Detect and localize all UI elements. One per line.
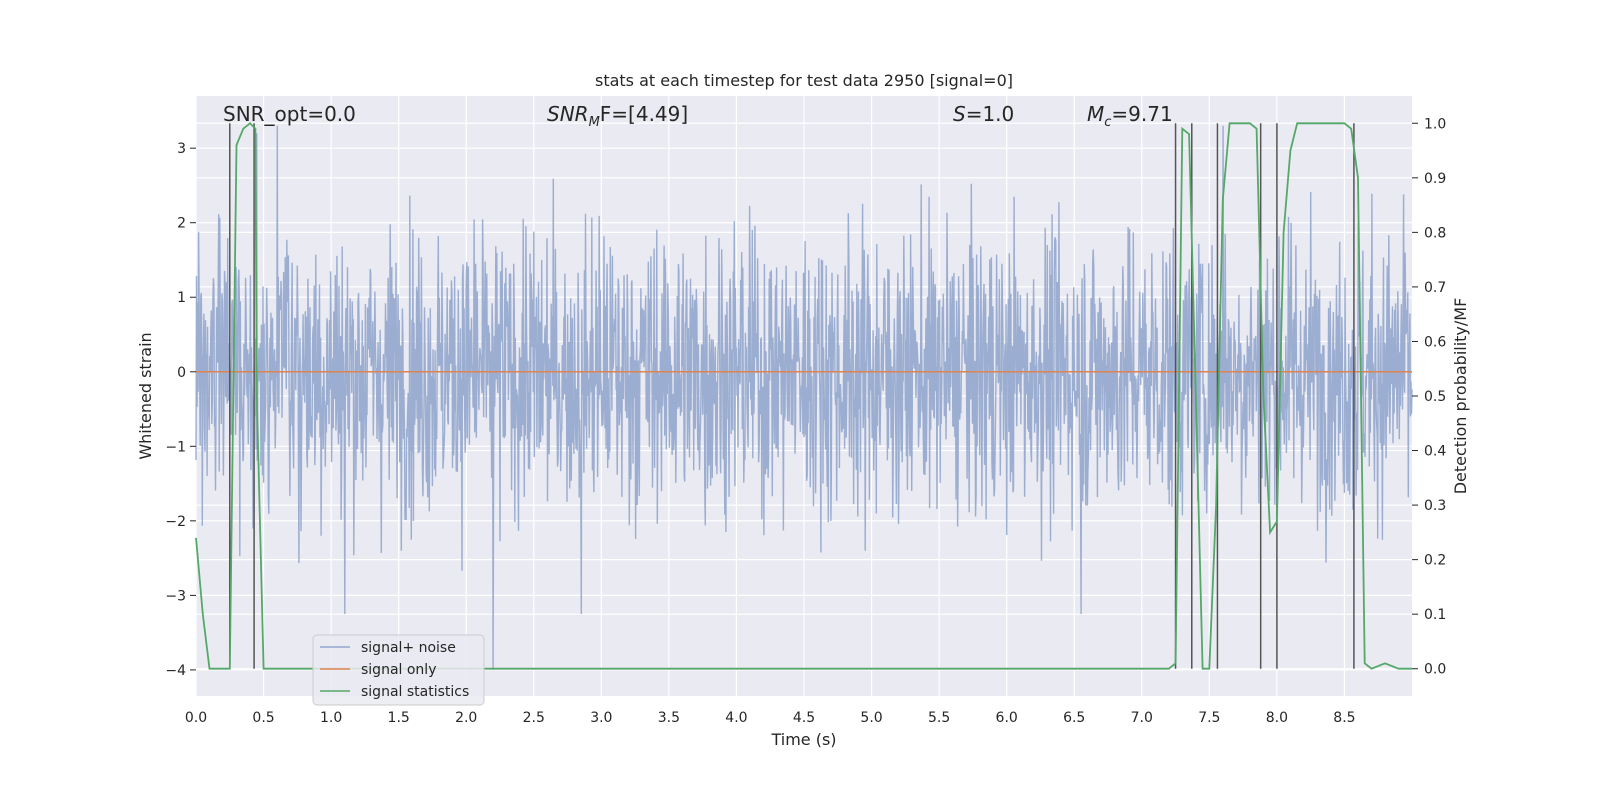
y2-tick-label: 0.1 <box>1424 607 1446 623</box>
snr-mf-main: SNR <box>547 102 589 126</box>
s-main: S <box>953 102 966 126</box>
x-tick-label: 4.5 <box>793 710 815 726</box>
x-tick-label: 4.0 <box>725 710 747 726</box>
snr-opt-annotation: SNR_opt=0.0 <box>223 102 356 126</box>
s-rest: =1.0 <box>966 102 1015 126</box>
x-tick-label: 8.0 <box>1266 710 1288 726</box>
x-axis-ticks: 0.0 0.5 1.0 1.5 2.0 2.5 3.0 3.5 4.0 4.5 5.0 5.5 6.0 6… <box>185 710 1356 726</box>
mc-main: M <box>1087 102 1104 126</box>
y-axis-label: Whitened strain <box>136 332 155 459</box>
x-tick-label: 8.5 <box>1333 710 1355 726</box>
x-axis-label: Time (s) <box>770 730 836 749</box>
legend-label-signal-noise: signal+ noise <box>361 640 456 656</box>
signal-noise-line <box>195 125 1413 670</box>
x-tick-label: 1.0 <box>320 710 342 726</box>
x-tick-label: 0.0 <box>185 710 207 726</box>
y-tick-label: −3 <box>165 588 186 604</box>
y2-axis-ticks: 1.0 0.9 0.8 0.7 0.6 0.5 0.4 0.3 0.2 0.1 0.0 <box>1412 116 1446 678</box>
y2-tick-label: 0.9 <box>1424 171 1446 187</box>
mc-sub: c <box>1104 115 1111 130</box>
mc-annotation: Mc=9.71 <box>1087 102 1173 130</box>
y2-tick-label: 0.8 <box>1424 225 1446 241</box>
snr-mf-sub: M <box>589 115 600 130</box>
s-annotation: S=1.0 <box>953 102 1014 126</box>
y2-tick-label: 0.6 <box>1424 334 1446 350</box>
y2-tick-label: 1.0 <box>1424 116 1446 132</box>
x-tick-label: 5.5 <box>928 710 950 726</box>
y2-tick-label: 0.5 <box>1424 389 1446 405</box>
y2-tick-label: 0.7 <box>1424 280 1446 296</box>
signal-statistics-series <box>195 122 1412 670</box>
snr-mf-rest: F=[4.49] <box>600 102 688 126</box>
y-axis-ticks: 3 2 1 0 −1 −2 −3 −4 <box>165 141 196 679</box>
x-tick-label: 2.0 <box>455 710 477 726</box>
x-tick-label: 1.5 <box>388 710 410 726</box>
y-tick-label: −1 <box>165 439 186 455</box>
y2-axis-label: Detection probability/MF <box>1451 298 1470 495</box>
y2-tick-label: 0.3 <box>1424 498 1446 514</box>
y2-tick-label: 0.4 <box>1424 444 1446 460</box>
y-tick-label: −2 <box>165 514 186 530</box>
legend-box <box>312 634 485 706</box>
y-tick-label: −4 <box>165 663 186 679</box>
chart-title: stats at each timestep for test data 295… <box>595 71 1013 90</box>
x-tick-label: 6.5 <box>1063 710 1085 726</box>
y2-tick-label: 0.2 <box>1424 553 1446 569</box>
x-tick-label: 3.5 <box>658 710 680 726</box>
y-tick-label: 3 <box>177 141 186 157</box>
legend-label-signal-only: signal only <box>361 662 436 678</box>
x-tick-label: 0.5 <box>252 710 274 726</box>
x-tick-label: 3.0 <box>590 710 612 726</box>
mc-rest: =9.71 <box>1111 102 1172 126</box>
snr-mf-annotation: SNRMF=[4.49] <box>547 102 688 130</box>
signal-noise-series <box>195 125 1413 670</box>
x-tick-label: 7.0 <box>1131 710 1153 726</box>
y2-tick-label: 0.0 <box>1424 662 1446 678</box>
x-tick-label: 6.0 <box>996 710 1018 726</box>
x-tick-label: 7.5 <box>1198 710 1220 726</box>
x-tick-label: 5.0 <box>860 710 882 726</box>
signal-statistics-line <box>195 122 1412 670</box>
y-tick-label: 1 <box>177 290 186 306</box>
y-tick-label: 2 <box>177 216 186 232</box>
legend: signal+ noise signal only signal statist… <box>312 634 485 706</box>
x-tick-label: 2.5 <box>523 710 545 726</box>
y-tick-label: 0 <box>177 365 186 381</box>
legend-label-signal-statistics: signal statistics <box>361 684 469 700</box>
